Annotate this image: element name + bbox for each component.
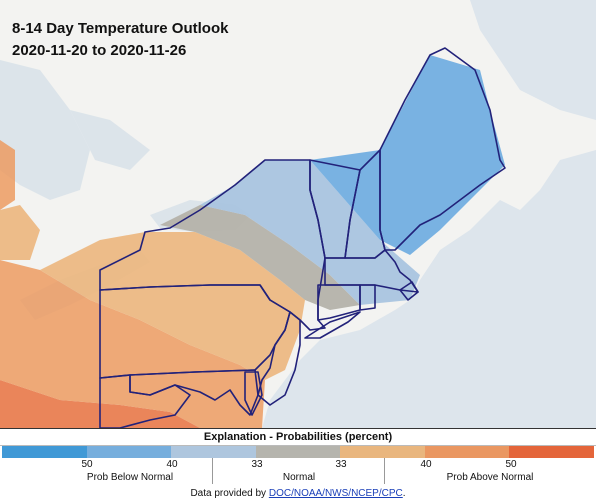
map-title-heading: 8-14 Day Temperature Outlook [12,20,229,37]
legend-label-normal: Normal [282,472,316,483]
legend-tick-below-33: 33 [251,459,263,470]
legend-swatch-below-33 [171,446,256,458]
lake-huron [0,60,90,200]
legend-divider-right [384,458,385,484]
gulf-of-st-lawrence [470,0,596,120]
legend-swatch-above-33 [340,446,425,458]
prob-below-33-region [200,160,420,305]
georgian-bay [70,110,150,170]
cape-cod-border[interactable] [399,281,419,301]
prob-normal-region [160,205,360,310]
noaa-cpc-link[interactable]: DOC/NOAA/NWS/NCEP/CPC [268,488,403,499]
legend-tick-above-50: 50 [505,459,517,470]
new-jersey-border[interactable] [257,311,301,406]
footer-suffix: . [402,488,406,499]
legend-tick-below-40: 40 [166,459,178,470]
outlook-map[interactable] [0,0,596,428]
legend-labels: Prob Below Normal Normal Prob Above Norm… [0,458,596,486]
legend-color-bar [2,446,595,458]
west-virginia-border[interactable] [99,374,191,428]
legend-panel: Explanation - Probabilities (percent) 50… [0,428,596,504]
legend-label-above-normal: Prob Above Normal [446,472,534,483]
footer-prefix: Data provided by [190,488,269,499]
legend-tick-above-33: 33 [335,459,347,470]
legend-ticks: 50 40 33 33 40 50 [0,458,596,472]
legend-swatch-above-50 [509,446,595,458]
prob-above-40-region [0,260,265,428]
legend-tick-above-40: 40 [420,459,432,470]
state-borders [99,47,506,428]
prob-above-40-west-region [0,140,15,210]
delaware-border[interactable] [244,371,263,416]
legend-header: Explanation - Probabilities (percent) [0,429,596,446]
atlantic-ocean [262,150,596,428]
map-panel: 8-14 Day Temperature Outlook 2020-11-20 … [0,0,596,428]
connecticut-border[interactable] [317,284,361,321]
legend-swatch-above-40 [424,446,510,458]
legend-swatch-below-40 [86,446,172,458]
legend-label-below-normal: Prob Below Normal [86,472,174,483]
long-island-border[interactable] [304,311,361,339]
prob-below-40-region [310,55,505,255]
legend-divider-left [212,458,213,484]
legend-tick-below-50: 50 [81,459,93,470]
legend-swatch-below-50 [2,446,87,458]
map-title-date-range: 2020-11-20 to 2020-11-26 [12,42,187,59]
legend-swatch-normal [255,446,341,458]
map-title: 8-14 Day Temperature Outlook 2020-11-20 … [12,18,228,62]
prob-above-33-region [0,205,305,380]
maine-border[interactable] [379,47,506,251]
rhode-island-border[interactable] [359,284,376,311]
legend-footer: Data provided by DOC/NOAA/NWS/NCEP/CPC. [0,488,596,499]
